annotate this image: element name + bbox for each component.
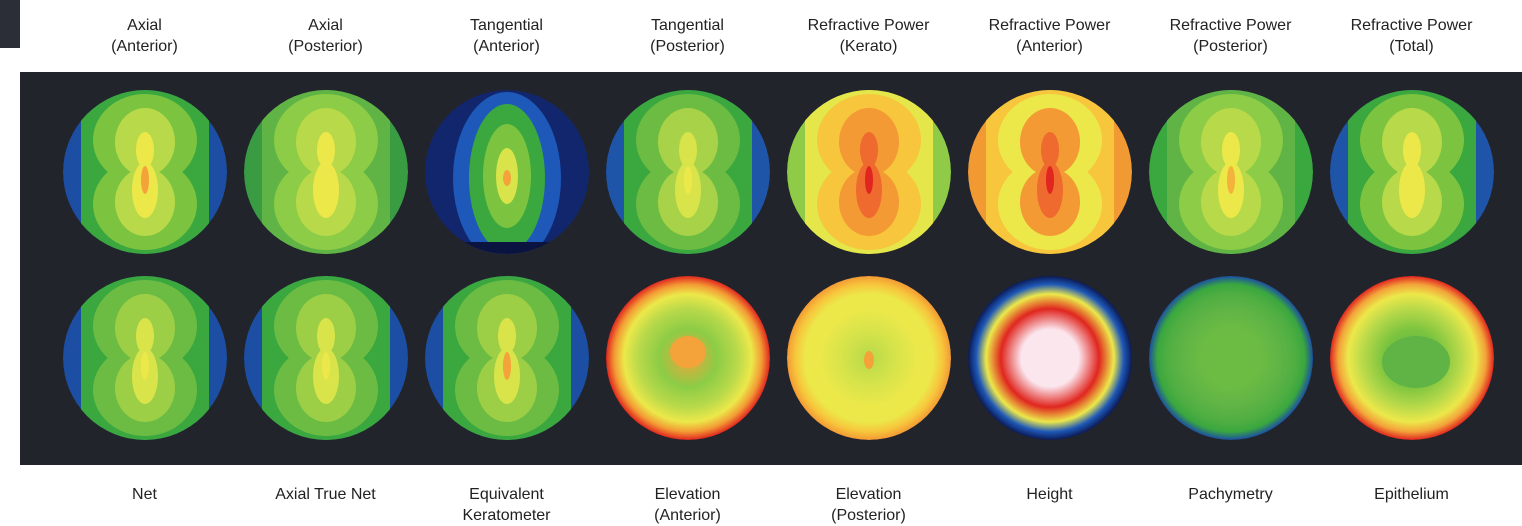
label-refractive-total: Refractive Power (Total) <box>1321 0 1502 72</box>
label-tangential-anterior: Tangential (Anterior) <box>416 0 597 72</box>
label-refractive-anterior: Refractive Power (Anterior) <box>959 0 1140 72</box>
epithelium-map <box>1330 276 1494 440</box>
label-line2: Keratometer <box>462 507 551 524</box>
label-line2: (Total) <box>1389 38 1434 55</box>
axial-anterior-map <box>63 90 227 254</box>
label-net: Net <box>54 466 235 520</box>
label-line1: Refractive Power <box>988 17 1111 34</box>
maps-canvas <box>63 90 1494 440</box>
left-dark-tab <box>0 0 20 48</box>
label-epithelium: Epithelium <box>1321 466 1502 520</box>
left-strip <box>0 0 20 520</box>
label-elevation-posterior: Elevation (Posterior) <box>778 466 959 524</box>
net-map <box>63 276 227 440</box>
label-axial-true-net: Axial True Net <box>235 466 416 520</box>
label-line1: Axial <box>127 17 162 34</box>
refractive-power-total-map <box>1330 90 1494 254</box>
axial-true-net-map <box>244 276 408 440</box>
label-refractive-posterior: Refractive Power (Posterior) <box>1140 0 1321 72</box>
label-line2: (Anterior) <box>1016 38 1083 55</box>
maps-panel <box>20 72 1522 465</box>
label-line1: Epithelium <box>1374 486 1449 503</box>
label-line2: (Posterior) <box>650 38 725 55</box>
label-elevation-anterior: Elevation (Anterior) <box>597 466 778 524</box>
elevation-posterior-map <box>787 276 951 440</box>
refractive-power-posterior-map <box>1149 90 1313 254</box>
label-line1: Refractive Power <box>1350 17 1473 34</box>
label-line1: Tangential <box>470 17 543 34</box>
label-line1: Net <box>132 486 157 503</box>
refractive-power-kerato-map <box>787 90 951 254</box>
label-line2: (Posterior) <box>1193 38 1268 55</box>
label-line1: Axial True Net <box>275 486 376 503</box>
label-line1: Equivalent <box>469 486 544 503</box>
label-line1: Elevation <box>654 486 721 503</box>
elevation-anterior-map <box>606 276 770 440</box>
label-axial-anterior: Axial (Anterior) <box>54 0 235 72</box>
equivalent-keratometer-map <box>425 276 589 440</box>
label-pachymetry: Pachymetry <box>1140 466 1321 520</box>
bottom-labels-row: Net Axial True Net Equivalent Keratometer… <box>20 466 1522 524</box>
label-line2: (Posterior) <box>831 507 906 524</box>
label-line1: Axial <box>308 17 343 34</box>
label-axial-posterior: Axial (Posterior) <box>235 0 416 72</box>
label-line1: Height <box>1026 486 1073 503</box>
axial-posterior-map <box>244 90 408 254</box>
label-line2: (Kerato) <box>839 38 898 55</box>
refractive-power-anterior-map <box>968 90 1132 254</box>
top-labels-row: Axial (Anterior) Axial (Posterior) Tangent… <box>20 0 1522 72</box>
label-height: Height <box>959 466 1140 520</box>
label-line1: Refractive Power <box>1169 17 1292 34</box>
label-line2: (Posterior) <box>288 38 363 55</box>
label-line2: (Anterior) <box>111 38 178 55</box>
label-equivalent-keratometer: Equivalent Keratometer <box>416 466 597 524</box>
label-line1: Pachymetry <box>1188 486 1273 503</box>
tangential-anterior-map <box>425 90 589 254</box>
label-refractive-kerato: Refractive Power (Kerato) <box>778 0 959 72</box>
label-line2: (Anterior) <box>473 38 540 55</box>
label-line1: Elevation <box>835 486 902 503</box>
label-tangential-posterior: Tangential (Posterior) <box>597 0 778 72</box>
label-line2: (Anterior) <box>654 507 721 524</box>
height-map <box>968 276 1132 440</box>
pachymetry-map <box>1149 276 1313 440</box>
tangential-posterior-map <box>606 90 770 254</box>
label-line1: Refractive Power <box>807 17 930 34</box>
label-line1: Tangential <box>651 17 724 34</box>
